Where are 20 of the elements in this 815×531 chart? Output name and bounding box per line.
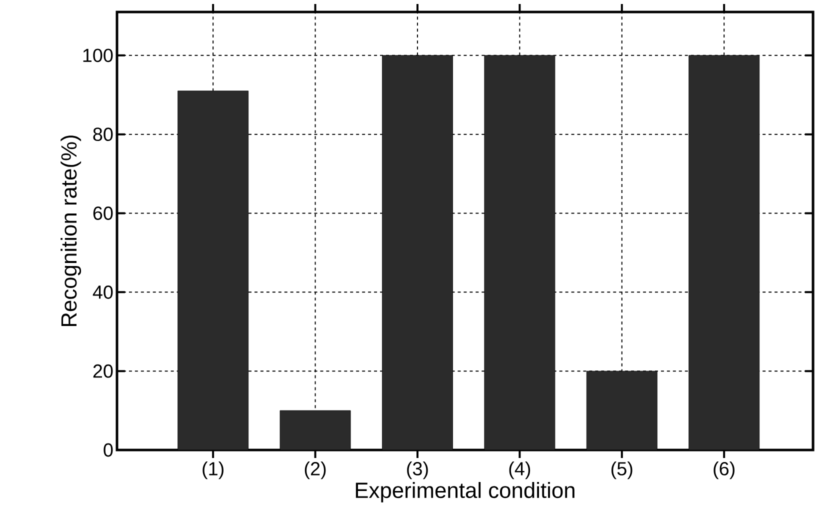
x-tick-label: (3)	[407, 462, 428, 480]
y-tick-label: 80	[93, 128, 113, 142]
bar	[484, 55, 555, 450]
bar	[688, 55, 760, 450]
bar	[178, 90, 248, 450]
x-tick-label: (6)	[714, 462, 734, 480]
x-tick-label: (2)	[304, 462, 326, 480]
bar	[382, 55, 453, 450]
x-axis-title: Experimental condition	[356, 482, 574, 502]
y-tick-label: 20	[93, 364, 113, 378]
x-tick-label: (4)	[509, 462, 530, 480]
y-tick-label: 0	[104, 443, 113, 457]
bar	[280, 410, 351, 450]
y-tick-label: 100	[83, 48, 113, 62]
x-tick-label: (1)	[202, 462, 224, 480]
y-axis-title: Recognition rate(%)	[60, 136, 82, 326]
y-tick-label: 40	[92, 285, 113, 299]
y-tick-label: 60	[93, 206, 113, 220]
bar	[586, 371, 658, 450]
x-tick-label: (5)	[611, 462, 632, 480]
